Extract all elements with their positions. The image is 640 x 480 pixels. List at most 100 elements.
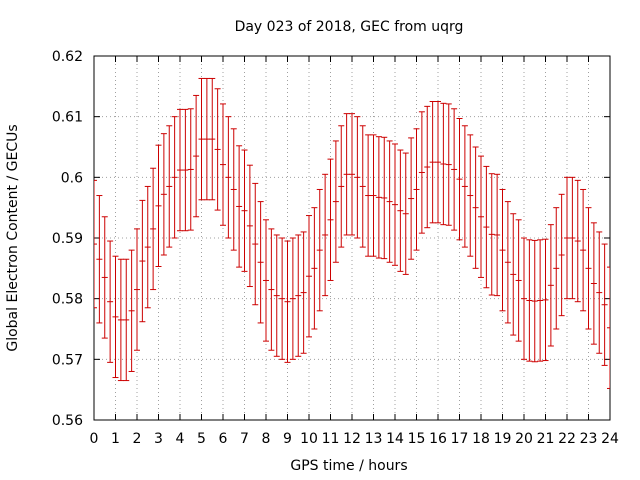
data-point (171, 116, 178, 239)
data-point (413, 128, 420, 251)
data-point (461, 125, 468, 248)
data-point (209, 77, 216, 201)
data-point (510, 213, 517, 336)
data-point (494, 173, 501, 297)
data-point (607, 266, 610, 389)
chart-title: Day 023 of 2018, GEC from uqrg (235, 19, 464, 35)
data-point (445, 103, 452, 226)
grid-lines (94, 56, 610, 420)
data-point (203, 77, 210, 201)
y-tick-label: 0.58 (52, 292, 83, 308)
data-point (418, 111, 425, 234)
data-point (160, 133, 167, 256)
x-tick-label: 2 (133, 431, 142, 447)
axis-ticks (93, 55, 611, 421)
data-point (585, 207, 592, 330)
data-point (435, 101, 441, 224)
data-point (515, 219, 522, 342)
data-point (257, 201, 264, 324)
data-point (134, 228, 140, 351)
data-point (96, 195, 103, 324)
data-point (478, 155, 484, 278)
data-point (236, 145, 243, 268)
data-point (349, 113, 355, 236)
data-point (316, 188, 323, 312)
data-point (322, 173, 329, 297)
data-point (246, 164, 253, 288)
data-point (311, 207, 318, 330)
data-point (343, 113, 350, 236)
x-tick-label: 16 (429, 431, 447, 447)
data-point (558, 193, 565, 317)
data-point (375, 136, 382, 259)
data-point (284, 240, 291, 363)
data-point (402, 152, 409, 275)
data-point (182, 108, 189, 232)
data-point (365, 134, 372, 257)
x-tick-label: 20 (515, 431, 533, 447)
x-tick-label: 19 (494, 431, 512, 447)
data-point (424, 105, 431, 229)
data-point (332, 140, 339, 263)
data-point (123, 258, 130, 382)
data-point (263, 219, 269, 342)
plot-frame (93, 55, 611, 421)
data-point (397, 149, 404, 272)
data-point (338, 125, 345, 248)
x-tick-label: 3 (154, 431, 163, 447)
data-point (139, 199, 146, 323)
data-point (354, 116, 361, 239)
data-point (472, 146, 479, 269)
x-tick-label: 0 (90, 431, 99, 447)
data-point (289, 237, 296, 360)
data-point (526, 239, 533, 362)
y-tick-label: 0.62 (52, 49, 83, 65)
data-point (295, 234, 302, 357)
x-tick-label: 17 (451, 431, 469, 447)
x-tick-label: 4 (176, 431, 185, 447)
data-point (198, 77, 205, 201)
data-point (467, 134, 474, 257)
x-tick-label: 22 (558, 431, 576, 447)
data-point (547, 224, 554, 347)
data-point (537, 239, 544, 362)
data-point (386, 140, 393, 263)
x-tick-label: 13 (365, 431, 383, 447)
data-point (268, 228, 275, 351)
data-point (370, 134, 377, 257)
data-point (499, 188, 506, 312)
y-tick-label: 0.6 (61, 170, 83, 186)
x-tick-label: 8 (262, 431, 271, 447)
x-tick-label: 18 (472, 431, 490, 447)
data-point (590, 222, 597, 345)
x-tick-label: 24 (601, 431, 619, 447)
data-point (327, 158, 334, 281)
x-tick-label: 14 (386, 431, 404, 447)
data-point (569, 176, 576, 300)
data-series (94, 77, 610, 389)
data-point (220, 103, 226, 226)
data-point (504, 201, 511, 324)
data-point (94, 179, 97, 309)
data-point (241, 149, 248, 272)
x-tick-label: 12 (343, 431, 361, 447)
data-point (596, 231, 603, 354)
data-point (252, 182, 259, 306)
y-tick-label: 0.56 (52, 413, 83, 429)
data-point (456, 117, 463, 241)
y-axis-title: Global Electron Content / GECUs (5, 124, 21, 351)
data-point (214, 88, 221, 211)
x-tick-label: 21 (537, 431, 555, 447)
x-tick-label: 1 (111, 431, 120, 447)
data-point (553, 207, 560, 330)
data-point (279, 237, 286, 360)
x-tick-labels: 0 1 2 3 4 5 6 7 8 9 10 11 12 13 14 15 16 17 18 19 20 21 22 23 24 (90, 431, 619, 447)
data-point (150, 167, 157, 291)
x-tick-label: 5 (197, 431, 206, 447)
data-point (166, 125, 173, 248)
data-point (574, 179, 581, 303)
x-tick-label: 23 (580, 431, 598, 447)
x-tick-label: 15 (408, 431, 426, 447)
data-point (273, 234, 280, 357)
